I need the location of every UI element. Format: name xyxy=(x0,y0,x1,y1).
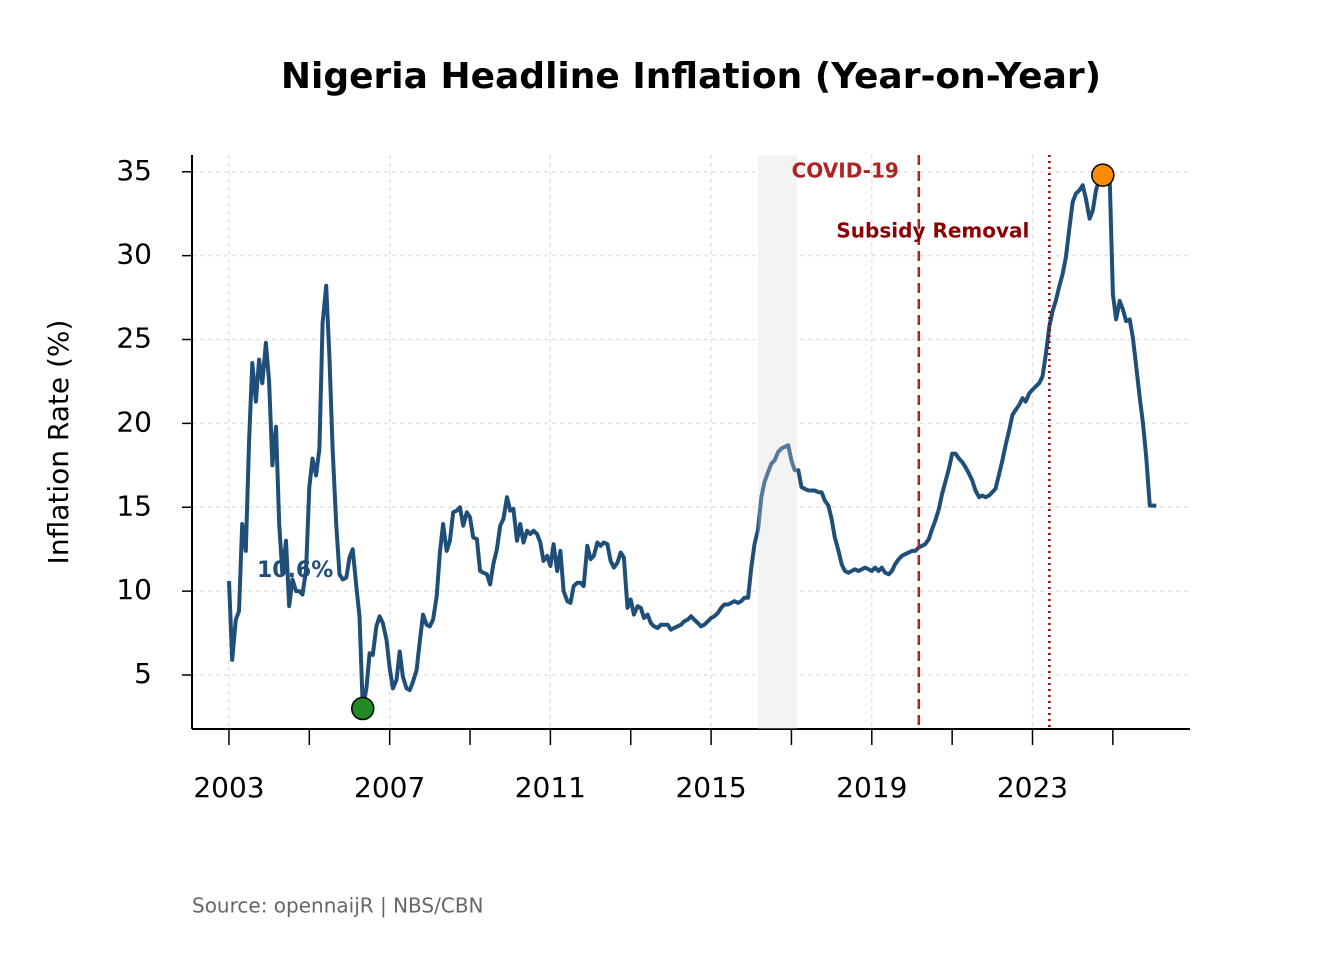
chart-title: Nigeria Headline Inflation (Year-on-Year… xyxy=(281,56,1101,97)
source-note: Source: opennaijR | NBS/CBN xyxy=(192,894,484,918)
start-label: 10.6% xyxy=(257,558,333,583)
min-marker xyxy=(351,696,375,721)
y-tick-label: 15 xyxy=(116,489,152,522)
y-tick-label: 25 xyxy=(116,322,152,355)
event-label: Subsidy Removal xyxy=(836,219,1029,243)
y-tick-label: 10 xyxy=(116,573,152,606)
x-tick-label: 2015 xyxy=(675,771,746,804)
y-tick-label: 20 xyxy=(116,405,152,438)
y-tick-label: 5 xyxy=(134,657,152,690)
inflation-line xyxy=(227,173,1157,711)
max-marker xyxy=(1091,163,1115,187)
y-tick-label: 35 xyxy=(116,154,152,187)
y-tick-label: 30 xyxy=(116,238,152,271)
x-tick-label: 2019 xyxy=(836,771,907,804)
y-axis-label: Inflation Rate (%) xyxy=(42,320,75,565)
shaded-period xyxy=(758,155,798,729)
event-label: COVID-19 xyxy=(792,159,899,183)
x-tick-label: 2007 xyxy=(354,771,425,804)
x-tick-label: 2003 xyxy=(193,771,264,804)
x-tick-label: 2011 xyxy=(515,771,586,804)
x-tick-label: 2023 xyxy=(997,771,1068,804)
shaded-overlay xyxy=(758,155,798,729)
